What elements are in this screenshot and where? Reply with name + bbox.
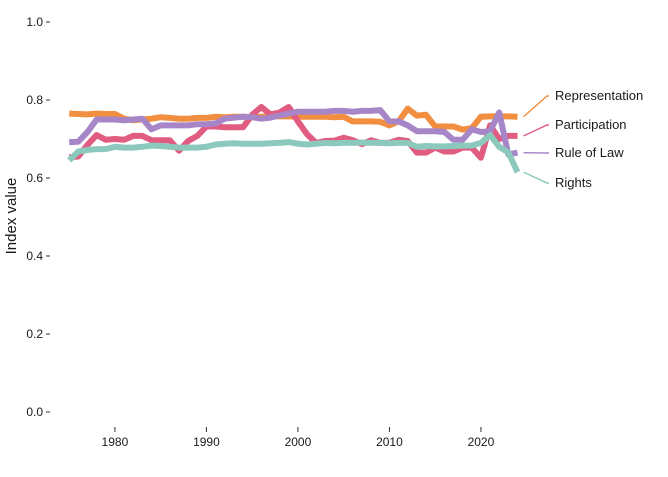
x-tick-label: 2020 [468,435,495,449]
series-connector-participation [524,125,549,136]
y-axis: 0.0 0.2 0.4 0.6 0.8 1.0 [26,15,50,419]
y-tick-label: 1.0 [26,15,43,29]
x-tick-label: 2010 [376,435,403,449]
series-connector-rights [524,172,549,183]
series-lines [69,107,517,172]
y-tick-label: 0.6 [26,171,43,185]
x-tick-label: 2000 [285,435,312,449]
y-tick-label: 0.4 [26,249,43,263]
x-tick-label: 1980 [102,435,129,449]
y-axis-title: Index value [3,178,20,255]
x-axis: 1980 1990 2000 2010 2020 [102,427,495,449]
series-connector-representation [524,96,549,117]
y-tick-label: 0.8 [26,93,43,107]
series-label-participation: Participation [555,117,627,132]
series-labels: Representation Participation Rule of Law Ri… [524,88,644,190]
series-label-rule-of-law: Rule of Law [555,145,624,160]
series-label-rights: Rights [555,175,592,190]
y-tick-label: 0.2 [26,327,43,341]
x-tick-label: 1990 [193,435,220,449]
y-tick-label: 0.0 [26,405,43,419]
series-label-representation: Representation [555,88,643,103]
